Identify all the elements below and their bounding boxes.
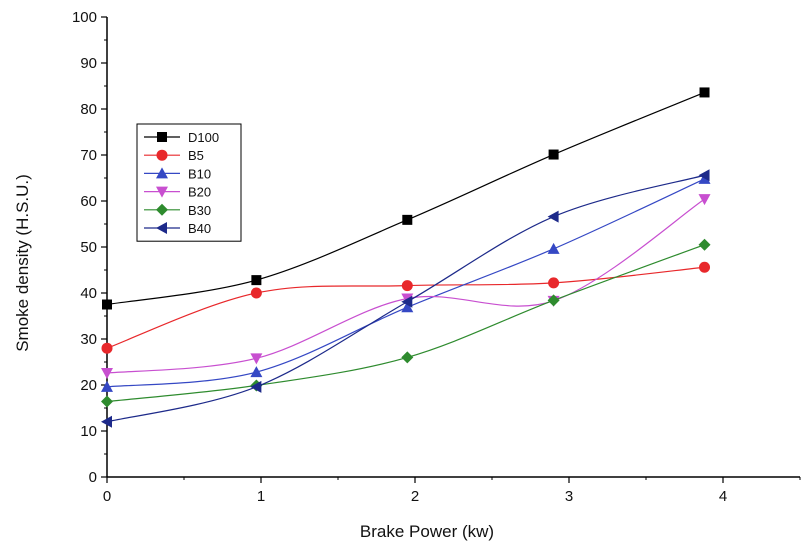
legend-label: B40 xyxy=(188,221,211,236)
data-point-d100 xyxy=(548,149,559,160)
y-axis-title: Smoke density (H.S.U.) xyxy=(13,174,32,352)
data-point-b20 xyxy=(698,194,711,206)
legend-box xyxy=(136,123,242,242)
x-tick-label: 1 xyxy=(257,488,265,505)
data-point-b10 xyxy=(250,366,263,378)
series-b5 xyxy=(101,261,711,354)
data-point-b10 xyxy=(401,301,414,313)
legend-label: B10 xyxy=(188,166,211,181)
data-point-b5 xyxy=(699,261,711,273)
series-b40 xyxy=(101,169,710,428)
data-point-b30 xyxy=(547,294,560,307)
legend-marker xyxy=(157,132,167,142)
y-tick-label: 80 xyxy=(80,101,97,118)
y-tick-label: 10 xyxy=(80,423,97,440)
series-b10 xyxy=(101,172,711,392)
series-line-b30 xyxy=(106,244,705,403)
data-point-b40 xyxy=(401,295,413,308)
legend-label: B30 xyxy=(188,203,211,218)
y-tick-label: 70 xyxy=(80,147,97,164)
data-point-b5 xyxy=(250,287,262,299)
legend-marker xyxy=(156,149,168,161)
y-tick-label: 40 xyxy=(80,285,97,302)
x-tick-label: 4 xyxy=(719,488,727,505)
legend-marker xyxy=(156,186,168,198)
data-point-b5 xyxy=(101,342,113,354)
y-tick-label: 60 xyxy=(80,193,97,210)
y-tick-label: 20 xyxy=(80,377,97,394)
data-point-d100 xyxy=(402,214,413,225)
data-point-b10 xyxy=(101,380,113,392)
y-tick-label: 100 xyxy=(72,9,97,26)
x-tick-label: 2 xyxy=(411,488,419,505)
legend-marker xyxy=(156,167,168,179)
y-tick-label: 50 xyxy=(80,239,97,256)
data-point-b30 xyxy=(698,238,711,251)
y-tick-label: 90 xyxy=(80,55,97,72)
y-tick-label: 30 xyxy=(80,331,97,348)
x-tick-label: 3 xyxy=(565,488,573,505)
x-axis-title: Brake Power (kw) xyxy=(360,522,494,541)
legend-label: B20 xyxy=(188,185,211,200)
data-point-b40 xyxy=(547,210,559,223)
legend-item-b10: B10 xyxy=(144,166,211,181)
data-point-b40 xyxy=(698,169,710,182)
data-point-b5 xyxy=(401,280,413,292)
data-point-b20 xyxy=(250,353,263,365)
legend-marker xyxy=(156,222,167,234)
data-point-b30 xyxy=(101,395,113,408)
data-point-b5 xyxy=(548,277,560,289)
data-point-b10 xyxy=(547,242,560,254)
data-point-d100 xyxy=(251,275,262,286)
series-layer xyxy=(101,87,711,428)
y-tick-label: 0 xyxy=(89,469,97,486)
legend-item-b20: B20 xyxy=(144,185,211,200)
legend-item-b5: B5 xyxy=(144,148,204,163)
data-point-d100 xyxy=(699,87,710,98)
x-tick-label: 0 xyxy=(103,488,111,505)
series-d100 xyxy=(102,87,710,310)
legend-label: D100 xyxy=(188,130,219,145)
data-point-b40 xyxy=(101,415,112,428)
axes: 0 10 20 30 40 50 60 70 80 90 100 0 1 2 3 4 xyxy=(72,9,801,505)
legend-item-d100: D100 xyxy=(144,130,219,145)
legend-label: B5 xyxy=(188,148,204,163)
legend-item-b40: B40 xyxy=(144,221,211,236)
data-point-b40 xyxy=(250,380,262,393)
data-point-d100 xyxy=(102,299,112,310)
legend-marker xyxy=(156,203,168,216)
data-point-b30 xyxy=(401,351,414,364)
data-point-b20 xyxy=(101,368,113,380)
legend-item-b30: B30 xyxy=(144,203,211,218)
legend: D100 B5 B10 B20 B30 B40 xyxy=(136,123,242,242)
